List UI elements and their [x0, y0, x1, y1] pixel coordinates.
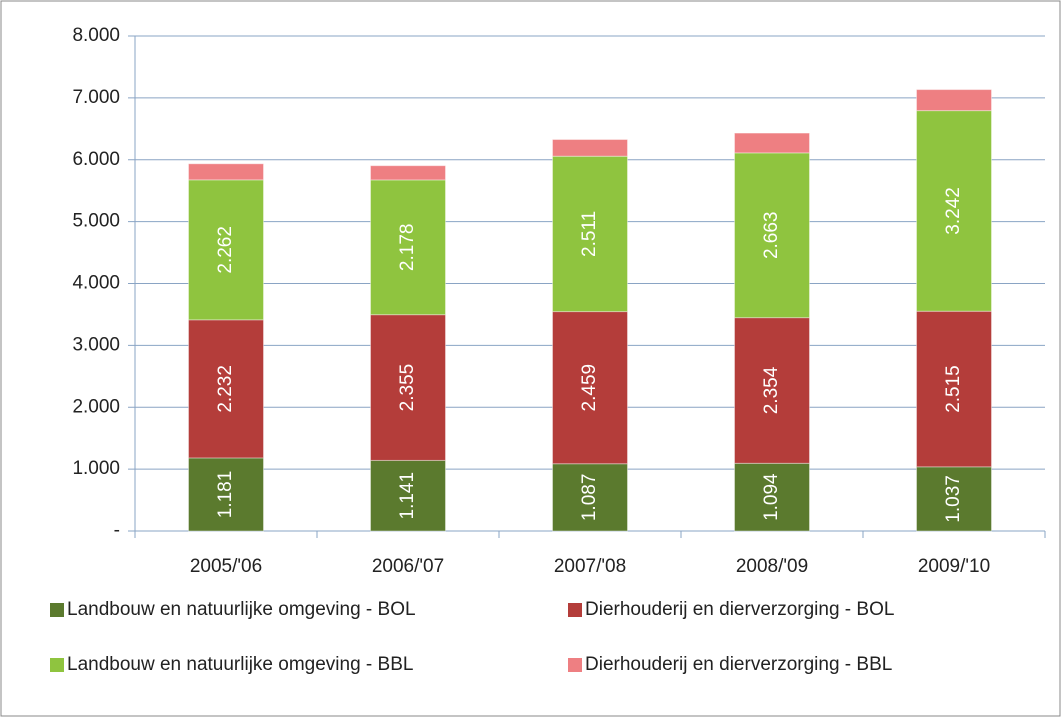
data-label: 2.515 [943, 365, 964, 413]
bar-segment [188, 163, 264, 181]
legend-label: Dierhouderij en dierverzorging - BBL [585, 654, 892, 675]
data-label: 1.087 [579, 474, 600, 522]
bar-segment [552, 155, 628, 313]
bar-segment [734, 152, 810, 319]
bar-segment [370, 459, 446, 532]
bar-segment [370, 165, 446, 181]
x-tick-label: 2005/'06 [190, 556, 262, 577]
data-label: 1.094 [761, 473, 782, 521]
y-tick-label: 7.000 [72, 87, 120, 108]
y-tick-label: 1.000 [72, 458, 120, 479]
bar-segment [916, 310, 992, 468]
bar-segment [370, 314, 446, 461]
x-tick-label: 2008/'09 [736, 556, 808, 577]
legend-label: Landbouw en natuurlijke omgeving - BBL [67, 654, 413, 675]
bar-segment [188, 179, 264, 321]
y-tick-label: 6.000 [72, 149, 120, 170]
legend-label: Landbouw en natuurlijke omgeving - BOL [67, 599, 416, 620]
y-tick-label: 3.000 [72, 334, 120, 355]
x-tick-label: 2009/'10 [918, 556, 990, 577]
legend-swatch [50, 603, 64, 617]
bar-segment [734, 317, 810, 464]
bar-segment [916, 89, 992, 112]
bar-segment [916, 466, 992, 532]
y-tick-label: 2.000 [72, 396, 120, 417]
legend-swatch [568, 603, 582, 617]
bar-segment [552, 139, 628, 157]
data-label: 1.181 [215, 471, 236, 519]
x-tick-label: 2007/'08 [554, 556, 626, 577]
bar-segment [916, 110, 992, 312]
legend-swatch [568, 658, 582, 672]
data-label: 2.178 [397, 224, 418, 272]
data-label: 2.262 [215, 226, 236, 274]
data-label: 2.663 [761, 211, 782, 259]
data-label: 2.355 [397, 364, 418, 412]
data-label: 2.354 [761, 366, 782, 414]
legend-label: Dierhouderij en dierverzorging - BOL [585, 599, 894, 620]
data-label: 1.141 [397, 472, 418, 520]
bar-segment [188, 319, 264, 459]
bar-segment [188, 457, 264, 532]
legend-swatch [50, 658, 64, 672]
y-tick-label: 8.000 [72, 25, 120, 46]
bar-segment [552, 311, 628, 465]
y-tick-label: - [114, 520, 120, 541]
data-label: 1.037 [943, 475, 964, 523]
bar-segment [370, 179, 446, 316]
data-label: 2.511 [579, 211, 600, 257]
bar-segment [734, 132, 810, 154]
x-tick-label: 2006/'07 [372, 556, 444, 577]
data-label: 3.242 [943, 187, 964, 235]
data-label: 2.232 [215, 365, 236, 413]
data-label: 2.459 [579, 364, 600, 412]
bar-segment [734, 462, 810, 532]
y-tick-label: 5.000 [72, 211, 120, 232]
bar-segment [552, 463, 628, 532]
y-tick-label: 4.000 [72, 273, 120, 294]
